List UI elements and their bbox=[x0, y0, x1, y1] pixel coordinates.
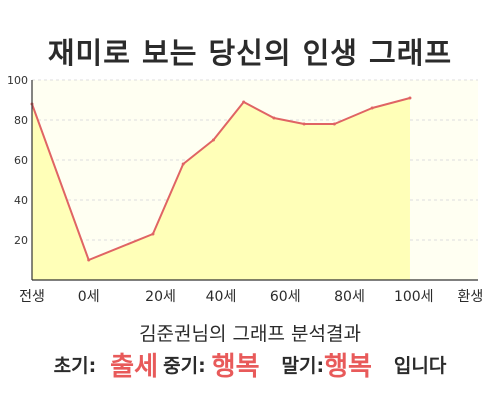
data-point-2 bbox=[151, 232, 155, 236]
x-tick-label: 100세 bbox=[394, 289, 434, 305]
middle-label: 중기: bbox=[163, 355, 206, 377]
y-tick-label: 80 bbox=[14, 114, 28, 127]
late-label: 말기: bbox=[281, 355, 325, 377]
x-tick-label: 전생 bbox=[19, 289, 45, 305]
x-tick-label: 0세 bbox=[78, 289, 100, 305]
data-point-5 bbox=[242, 100, 246, 104]
analysis-subtitle: 김준권님의 그래프 분석결과 bbox=[139, 323, 361, 345]
ending-text: 입니다 bbox=[393, 355, 447, 377]
data-point-8 bbox=[332, 122, 336, 126]
x-tick-label: 80세 bbox=[334, 289, 365, 305]
data-point-4 bbox=[211, 138, 215, 142]
data-point-7 bbox=[302, 122, 306, 126]
y-tick-label: 40 bbox=[14, 194, 28, 207]
area-fill bbox=[32, 98, 410, 280]
early-label: 초기: bbox=[53, 355, 97, 377]
x-tick-label: 20세 bbox=[145, 289, 176, 305]
early-value: 출세 bbox=[110, 352, 159, 382]
late-value: 행복 bbox=[324, 352, 372, 382]
x-tick-label: 환생 bbox=[458, 289, 484, 305]
x-tick-label: 40세 bbox=[206, 289, 237, 305]
analysis-result: 초기: 출세 중기: 행복 말기:행복 입니다 bbox=[0, 346, 500, 383]
y-tick-label: 20 bbox=[14, 234, 28, 247]
y-tick-label: 100 bbox=[7, 74, 28, 87]
x-tick-label: 60세 bbox=[270, 289, 301, 305]
y-tick-label: 60 bbox=[14, 154, 28, 167]
chart-title: 재미로 보는 당신의 인생 그래프 bbox=[47, 36, 453, 70]
data-point-3 bbox=[181, 162, 185, 166]
middle-value: 행복 bbox=[211, 352, 260, 382]
data-point-10 bbox=[408, 96, 412, 100]
data-point-1 bbox=[87, 258, 91, 262]
data-point-6 bbox=[272, 116, 276, 120]
data-point-9 bbox=[370, 106, 374, 110]
